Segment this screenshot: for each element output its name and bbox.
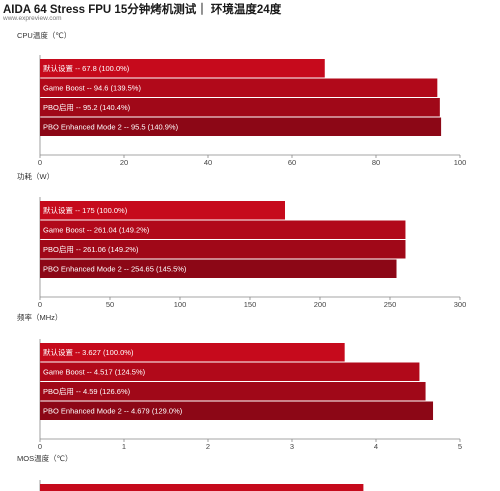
chart-1-tick-label-6: 300: [454, 300, 467, 309]
chart-2-bar-label-3: PBO Enhanced Mode 2 -- 4.679 (129.0%): [43, 407, 183, 416]
chart-1-tick-label-3: 150: [244, 300, 257, 309]
chart-0-bar-label-0: 默认设置 -- 67.8 (100.0%): [43, 63, 130, 73]
chart-0-tick-label-1: 20: [120, 158, 128, 167]
chart-2-tick-label-2: 2: [206, 442, 210, 451]
chart-1-bar-label-1: Game Boost -- 261.04 (149.2%): [43, 226, 150, 235]
chart-1-ylabel: 功耗（W）: [17, 171, 54, 181]
chart-2-bar-label-2: PBO启用 -- 4.59 (126.6%): [43, 386, 131, 396]
chart-2-bar-0: [40, 343, 345, 362]
chart-1-bar-1: [40, 220, 406, 239]
chart-0-bar-label-2: PBO启用 -- 95.2 (140.4%): [43, 102, 131, 112]
chart-0-ylabel: CPU温度（℃）: [17, 30, 71, 40]
chart-3-bar-0: [40, 484, 364, 491]
chart-0-bar-label-1: Game Boost -- 94.6 (139.5%): [43, 84, 141, 93]
chart-1-bar-label-3: PBO Enhanced Mode 2 -- 254.65 (145.5%): [43, 265, 187, 274]
chart-1-bar-label-0: 默认设置 -- 175 (100.0%): [43, 205, 128, 215]
chart-2-tick-label-0: 0: [38, 442, 42, 451]
chart-1-bar-2: [40, 240, 406, 259]
chart-0-tick-label-2: 40: [204, 158, 212, 167]
chart-1-tick-label-5: 250: [384, 300, 397, 309]
chart-2-bar-label-1: Game Boost -- 4.517 (124.5%): [43, 368, 146, 377]
chart-2-tick-label-3: 3: [290, 442, 294, 451]
chart-0-tick-label-4: 80: [372, 158, 380, 167]
chart-2-tick-label-4: 4: [374, 442, 378, 451]
chart-1-bar-label-2: PBO启用 -- 261.06 (149.2%): [43, 244, 139, 254]
chart-0-bar-2: [40, 98, 440, 117]
chart-0-bar-1: [40, 78, 438, 97]
chart-0-bar-0: [40, 59, 325, 78]
chart-2-bar-2: [40, 382, 426, 401]
chart-3-ylabel: MOS温度（℃）: [17, 453, 73, 463]
chart-2-bar-3: [40, 401, 434, 420]
chart-1-tick-label-4: 200: [314, 300, 327, 309]
chart-2-bar-1: [40, 362, 420, 381]
chart-1-tick-label-1: 50: [106, 300, 114, 309]
page-title: AIDA 64 Stress FPU 15分钟烤机测试｜ 环境温度24度: [3, 4, 282, 16]
chart-1-bar-0: [40, 201, 285, 220]
chart-0-tick-label-5: 100: [454, 158, 467, 167]
chart-0-bar-label-3: PBO Enhanced Mode 2 -- 95.5 (140.9%): [43, 123, 179, 132]
chart-0-tick-label-0: 0: [38, 158, 42, 167]
chart-2-ylabel: 频率（MHz）: [17, 312, 62, 322]
chart-2-tick-label-1: 1: [122, 442, 126, 451]
chart-2-tick-label-5: 5: [458, 442, 462, 451]
chart-2-bar-label-0: 默认设置 -- 3.627 (100.0%): [43, 347, 134, 357]
chart-1-bar-3: [40, 259, 397, 278]
chart-0-tick-label-3: 60: [288, 158, 296, 167]
chart-1-tick-label-0: 0: [38, 300, 42, 309]
site-watermark: www.expreview.com: [3, 15, 62, 22]
chart-0-bar-3: [40, 117, 442, 136]
chart-1-tick-label-2: 100: [174, 300, 187, 309]
